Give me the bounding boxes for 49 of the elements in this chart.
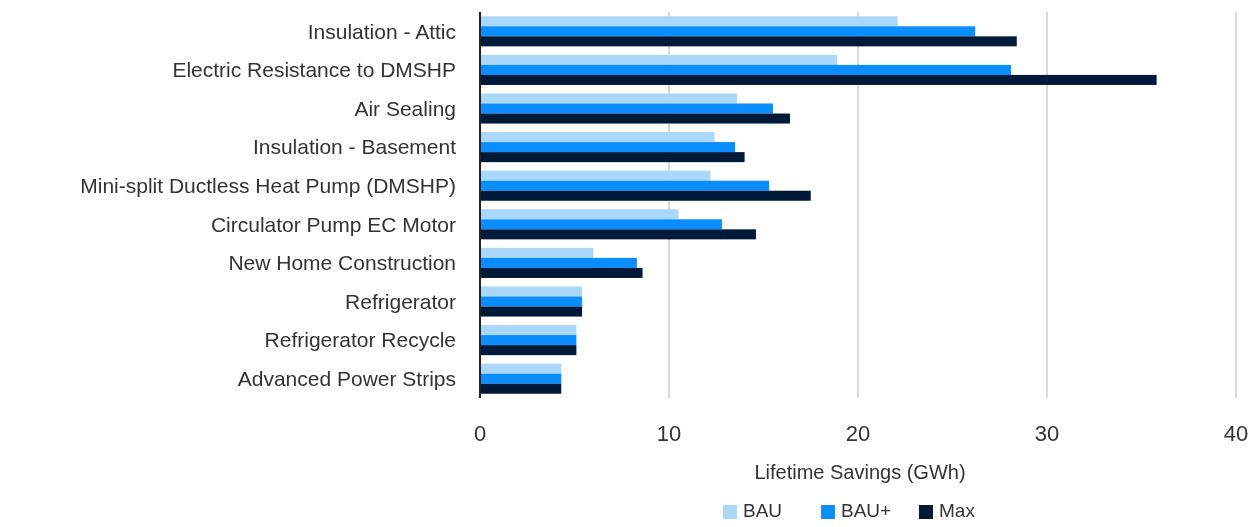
legend-label: Max [939, 500, 976, 521]
bar [480, 142, 736, 153]
x-tick-label: 40 [1223, 421, 1249, 446]
bar [480, 373, 562, 384]
y-tick-label: Circulator Pump EC Motor [210, 212, 456, 236]
y-tick-label: Mini-split Ductless Heat Pump (DMSHP) [80, 174, 456, 198]
bar [480, 74, 1157, 85]
legend-label: BAU [743, 500, 783, 521]
x-tick-label: 0 [473, 421, 487, 446]
bar [480, 335, 577, 346]
x-axis-title: Lifetime Savings (GWh) [754, 461, 966, 483]
bar [480, 209, 679, 220]
y-tick-label: Refrigerator [345, 289, 456, 313]
legend-label: BAU+ [841, 500, 892, 521]
bar [480, 36, 1017, 47]
y-tick-label: Electric Resistance to DMSHP [172, 58, 456, 82]
bar [480, 219, 722, 230]
bar [480, 296, 583, 307]
bar [480, 257, 637, 268]
bar [480, 132, 715, 143]
bar [480, 26, 976, 37]
bar [480, 54, 838, 65]
bar [480, 267, 643, 278]
bar [480, 383, 562, 394]
bar [480, 113, 790, 124]
bar [480, 152, 745, 163]
bar [480, 229, 756, 240]
y-tick-label: Advanced Power Strips [237, 367, 456, 391]
y-tick-label: Insulation - Attic [307, 19, 456, 43]
y-tick-label: Insulation - Basement [252, 135, 457, 159]
x-tick-label: 30 [1034, 421, 1060, 446]
bar [480, 286, 583, 297]
y-tick-label: New Home Construction [228, 251, 456, 275]
bar [480, 64, 1012, 75]
bar [480, 180, 770, 191]
bar [480, 93, 738, 104]
bar [480, 247, 594, 258]
y-tick-label: Refrigerator Recycle [264, 328, 456, 352]
bar [480, 345, 577, 356]
bar [480, 190, 811, 201]
bar [480, 306, 583, 317]
x-tick-label: 10 [656, 421, 682, 446]
bar [480, 325, 577, 336]
bar [480, 103, 773, 114]
x-tick-label: 20 [845, 421, 871, 446]
y-tick-label: Air Sealing [354, 96, 456, 120]
bar [480, 16, 898, 27]
bar [480, 363, 562, 374]
bar [480, 170, 711, 181]
